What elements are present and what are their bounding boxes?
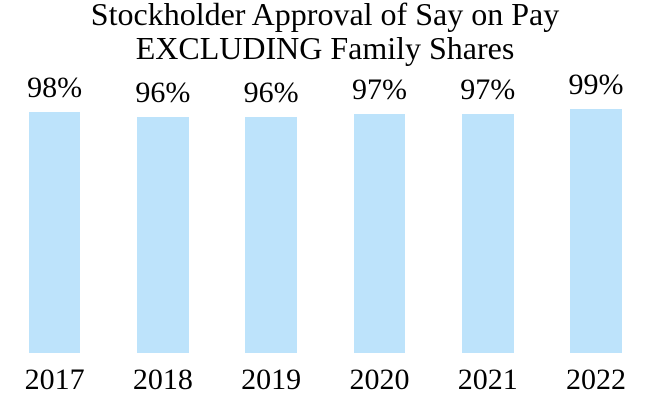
bar-value-label: 97% — [351, 73, 407, 107]
bar — [245, 116, 297, 353]
chart-title: Stockholder Approval of Say on Pay EXCLU… — [0, 0, 650, 65]
bar — [137, 116, 189, 353]
x-axis-tick-label: 2018 — [132, 363, 193, 396]
x-axis-tick-label: 2022 — [566, 363, 627, 396]
x-axis-tick-label: 2019 — [241, 363, 302, 396]
bar-value-label: 98% — [27, 70, 83, 104]
chart-title-line1: Stockholder Approval of Say on Pay — [90, 0, 560, 32]
bar-value-label: 96% — [243, 75, 299, 109]
x-axis-tick-label: 2017 — [24, 363, 85, 396]
x-axis-tick-label: 2020 — [349, 363, 410, 396]
x-axis-tick-label: 2021 — [457, 363, 518, 396]
bar — [28, 111, 81, 353]
bar — [353, 114, 406, 353]
bar-value-label: 99% — [568, 68, 624, 102]
bar-value-label: 96% — [135, 75, 191, 109]
bar — [462, 114, 514, 353]
chart-title-line2: EXCLUDING Family Shares — [135, 30, 515, 66]
bar-value-label: 97% — [460, 73, 516, 107]
bar — [570, 109, 622, 353]
